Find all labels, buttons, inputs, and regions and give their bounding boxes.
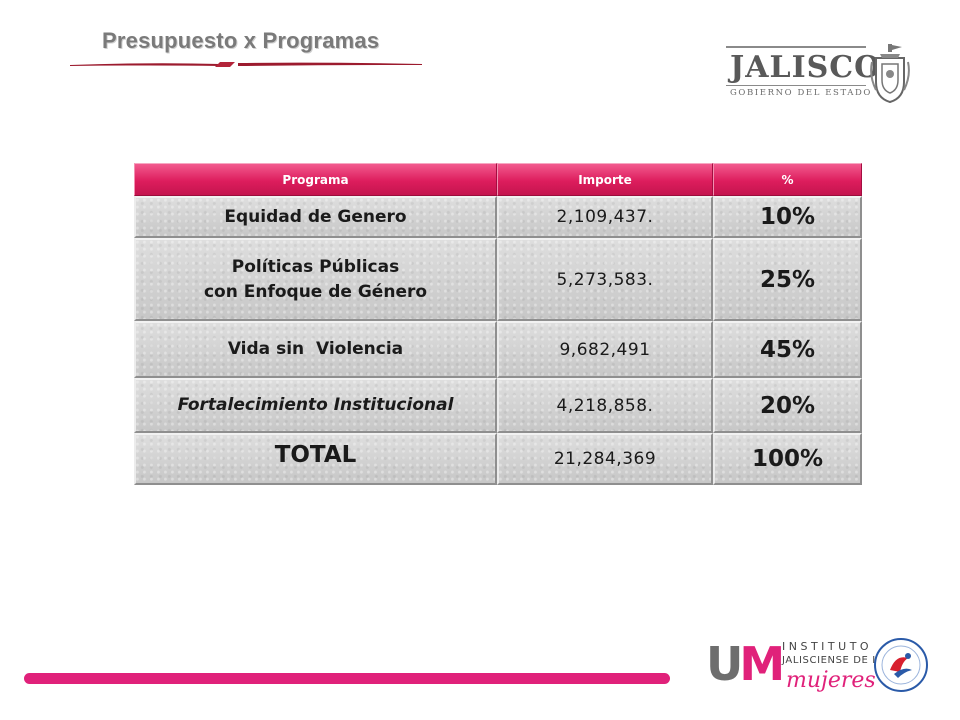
importe-cell: 21,284,369: [497, 433, 713, 485]
programa-name: Equidad de Genero: [224, 206, 407, 227]
programa-name: Políticas Públicas con Enfoque de Género: [204, 255, 427, 305]
instituto-jalisciense-logo: UM INSTITUTO JALISCIENSE DE LAS mujeres: [706, 636, 938, 696]
importe-value: 2,109,437.: [556, 207, 654, 227]
total-label: TOTAL: [274, 442, 357, 468]
ijm-monogram: UM: [706, 637, 785, 691]
logo-rule: [726, 46, 866, 48]
slide-title: Presupuesto x Programas: [102, 28, 380, 53]
importe-value: 5,273,583.: [556, 269, 654, 290]
programa-cell: Fortalecimiento Institucional: [134, 378, 497, 433]
importe-cell: 4,218,858.: [497, 378, 713, 433]
percent-cell: 25%: [713, 238, 862, 321]
title-underline: [70, 62, 422, 67]
column-header-programa: Programa: [134, 163, 497, 196]
budget-table: Programa Importe % Equidad de Genero 2,1…: [134, 163, 862, 485]
percent-value: 45%: [759, 336, 816, 363]
programa-name-line2: con Enfoque de Género: [203, 281, 428, 302]
total-importe-value: 21,284,369: [553, 449, 657, 469]
table-total-row: TOTAL 21,284,369 100%: [134, 433, 862, 485]
column-header-percent: %: [713, 163, 862, 196]
mujeres-text: mujeres: [786, 668, 876, 693]
importe-cell: 9,682,491: [497, 321, 713, 378]
programa-cell: Equidad de Genero: [134, 196, 497, 238]
percent-cell: 45%: [713, 321, 862, 378]
table-header-row: Programa Importe %: [134, 163, 862, 196]
table-row: Políticas Públicas con Enfoque de Género…: [134, 238, 862, 321]
jalisco-logo: JALISCO GOBIERNO DEL ESTADO: [722, 42, 912, 112]
logo-rule: [726, 85, 866, 86]
seal-icon: [874, 638, 928, 692]
footer-bar: [24, 673, 670, 684]
programa-cell: Vida sin Violencia: [134, 321, 497, 378]
percent-cell: 20%: [713, 378, 862, 433]
jalisco-subtitle: GOBIERNO DEL ESTADO: [730, 88, 872, 98]
importe-value: 4,218,858.: [556, 395, 654, 416]
percent-cell: 100%: [713, 433, 862, 485]
programa-cell: Políticas Públicas con Enfoque de Género: [134, 238, 497, 321]
programa-name: Vida sin Violencia: [227, 339, 404, 359]
importe-value: 9,682,491: [559, 339, 651, 360]
percent-value: 10%: [759, 204, 816, 230]
table-row: Vida sin Violencia 9,682,491 45%: [134, 321, 862, 378]
programa-name-line1: Políticas Públicas: [231, 256, 400, 277]
importe-cell: 2,109,437.: [497, 196, 713, 238]
total-label-cell: TOTAL: [134, 433, 497, 485]
percent-value: 25%: [759, 266, 816, 293]
total-percent-value: 100%: [751, 446, 824, 472]
table-row: Equidad de Genero 2,109,437. 10%: [134, 196, 862, 238]
percent-value: 20%: [759, 392, 816, 419]
percent-cell: 10%: [713, 196, 862, 238]
jalisco-wordmark: JALISCO: [730, 50, 882, 85]
programa-name: Fortalecimiento Institucional: [177, 395, 454, 415]
instituto-text: INSTITUTO: [782, 640, 873, 653]
coat-of-arms-icon: [870, 44, 910, 104]
importe-cell: 5,273,583.: [497, 238, 713, 321]
jalisciense-text: JALISCIENSE DE LAS: [782, 655, 894, 666]
table-row: Fortalecimiento Institucional 4,218,858.…: [134, 378, 862, 433]
column-header-importe: Importe: [497, 163, 713, 196]
